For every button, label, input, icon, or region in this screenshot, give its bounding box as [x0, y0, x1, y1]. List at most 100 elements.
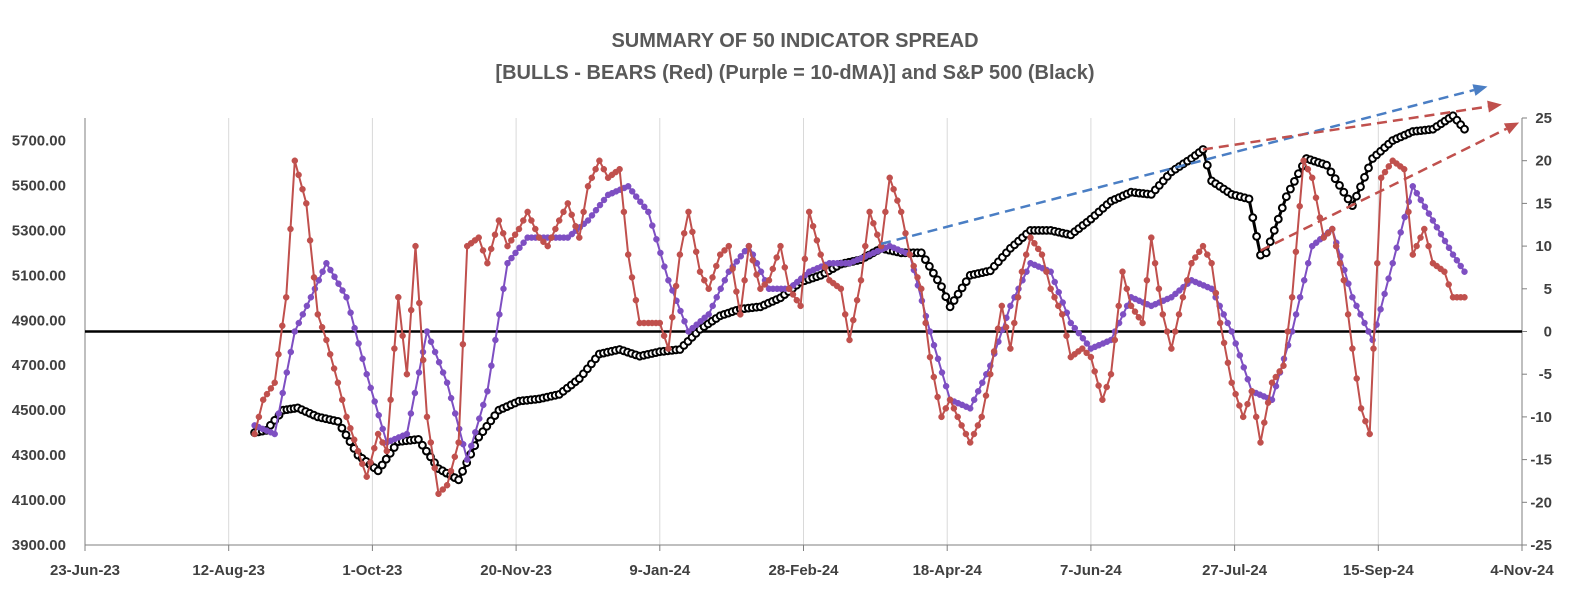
y-left-tick-label: 5100.00	[12, 267, 66, 284]
data-point	[347, 309, 354, 316]
data-point	[1264, 399, 1272, 406]
data-point	[472, 429, 479, 436]
data-point	[318, 323, 326, 331]
data-point	[1151, 259, 1159, 267]
data-point	[874, 231, 881, 238]
data-point	[1445, 244, 1453, 252]
data-point	[490, 411, 500, 421]
data-point	[412, 242, 419, 250]
x-tick-label: 18-Apr-24	[913, 562, 983, 579]
y-left-tick-label: 4900.00	[12, 312, 66, 329]
data-point	[1389, 259, 1396, 267]
data-point	[488, 362, 495, 369]
data-point	[737, 253, 745, 260]
data-point	[299, 311, 307, 318]
data-point	[1079, 335, 1087, 342]
data-point	[637, 198, 644, 205]
data-point	[645, 208, 652, 216]
data-point	[1202, 160, 1212, 170]
data-point	[307, 294, 315, 301]
data-point	[279, 389, 286, 397]
data-point	[443, 379, 451, 386]
data-point	[415, 369, 423, 376]
data-point	[500, 285, 507, 293]
data-point	[512, 249, 519, 257]
data-point	[1377, 174, 1385, 182]
y-right-tick-label: -25	[1530, 537, 1552, 554]
data-point	[403, 430, 411, 438]
data-point	[330, 365, 338, 372]
data-point	[656, 319, 664, 327]
data-point	[1453, 257, 1461, 264]
data-point	[1224, 319, 1231, 327]
data-point	[837, 285, 845, 293]
data-point	[709, 302, 716, 310]
data-point	[1345, 280, 1352, 287]
data-point	[897, 208, 905, 216]
data-point	[616, 165, 623, 173]
data-point	[1304, 165, 1312, 173]
data-point	[929, 268, 938, 278]
data-point	[314, 311, 322, 318]
y-right-tick-label: 20	[1535, 153, 1552, 170]
y-right-tick-label: -20	[1530, 494, 1552, 511]
data-point	[387, 396, 394, 404]
data-point	[271, 379, 278, 386]
series-layer	[250, 111, 1469, 498]
data-point	[1220, 311, 1227, 318]
data-point	[484, 259, 491, 267]
data-point	[1349, 345, 1356, 352]
data-point	[1296, 202, 1303, 210]
data-point	[1143, 277, 1151, 284]
data-point	[1335, 181, 1344, 190]
data-point	[511, 231, 519, 238]
data-point	[817, 251, 824, 258]
data-point	[1058, 311, 1066, 318]
data-point	[1352, 191, 1361, 201]
data-point	[1445, 281, 1452, 288]
data-point	[1277, 203, 1287, 213]
data-point	[1095, 382, 1102, 389]
data-point	[251, 430, 258, 438]
data-point	[407, 410, 415, 417]
data-point	[966, 439, 974, 446]
series-markers	[251, 157, 1468, 498]
data-point	[454, 475, 464, 485]
data-point	[463, 456, 471, 463]
x-tick-label: 7-Jun-24	[1060, 562, 1122, 579]
data-point	[395, 294, 402, 301]
series-markers	[251, 183, 1468, 463]
data-point	[1437, 230, 1445, 238]
data-point	[950, 405, 958, 412]
data-point	[628, 188, 636, 195]
data-point	[1014, 294, 1022, 301]
data-point	[1265, 237, 1275, 247]
data-point	[979, 379, 986, 386]
data-point	[1320, 234, 1327, 241]
data-point	[1240, 364, 1248, 371]
data-point	[455, 439, 462, 446]
data-point	[414, 435, 423, 444]
data-point	[641, 203, 648, 211]
data-point	[1208, 259, 1215, 267]
data-point	[576, 234, 583, 241]
data-point	[588, 212, 596, 219]
data-point	[1401, 213, 1408, 221]
data-point	[1188, 259, 1195, 267]
data-point	[315, 277, 323, 284]
y-left-tick-label: 4500.00	[12, 402, 66, 419]
data-point	[271, 430, 278, 438]
data-point	[459, 341, 467, 348]
data-point	[351, 324, 358, 332]
axes: 23-Jun-23 12-Aug-23 1-Oct-23 20-Nov-23 9-Jan…	[12, 110, 1555, 579]
data-point	[1239, 413, 1247, 421]
data-point	[1103, 383, 1110, 391]
data-point	[938, 413, 945, 421]
data-point	[934, 355, 942, 363]
data-point	[291, 328, 299, 335]
data-point	[359, 460, 366, 468]
data-point	[1324, 230, 1332, 237]
data-point	[1199, 242, 1207, 250]
data-point	[954, 413, 961, 421]
data-point	[761, 281, 768, 288]
